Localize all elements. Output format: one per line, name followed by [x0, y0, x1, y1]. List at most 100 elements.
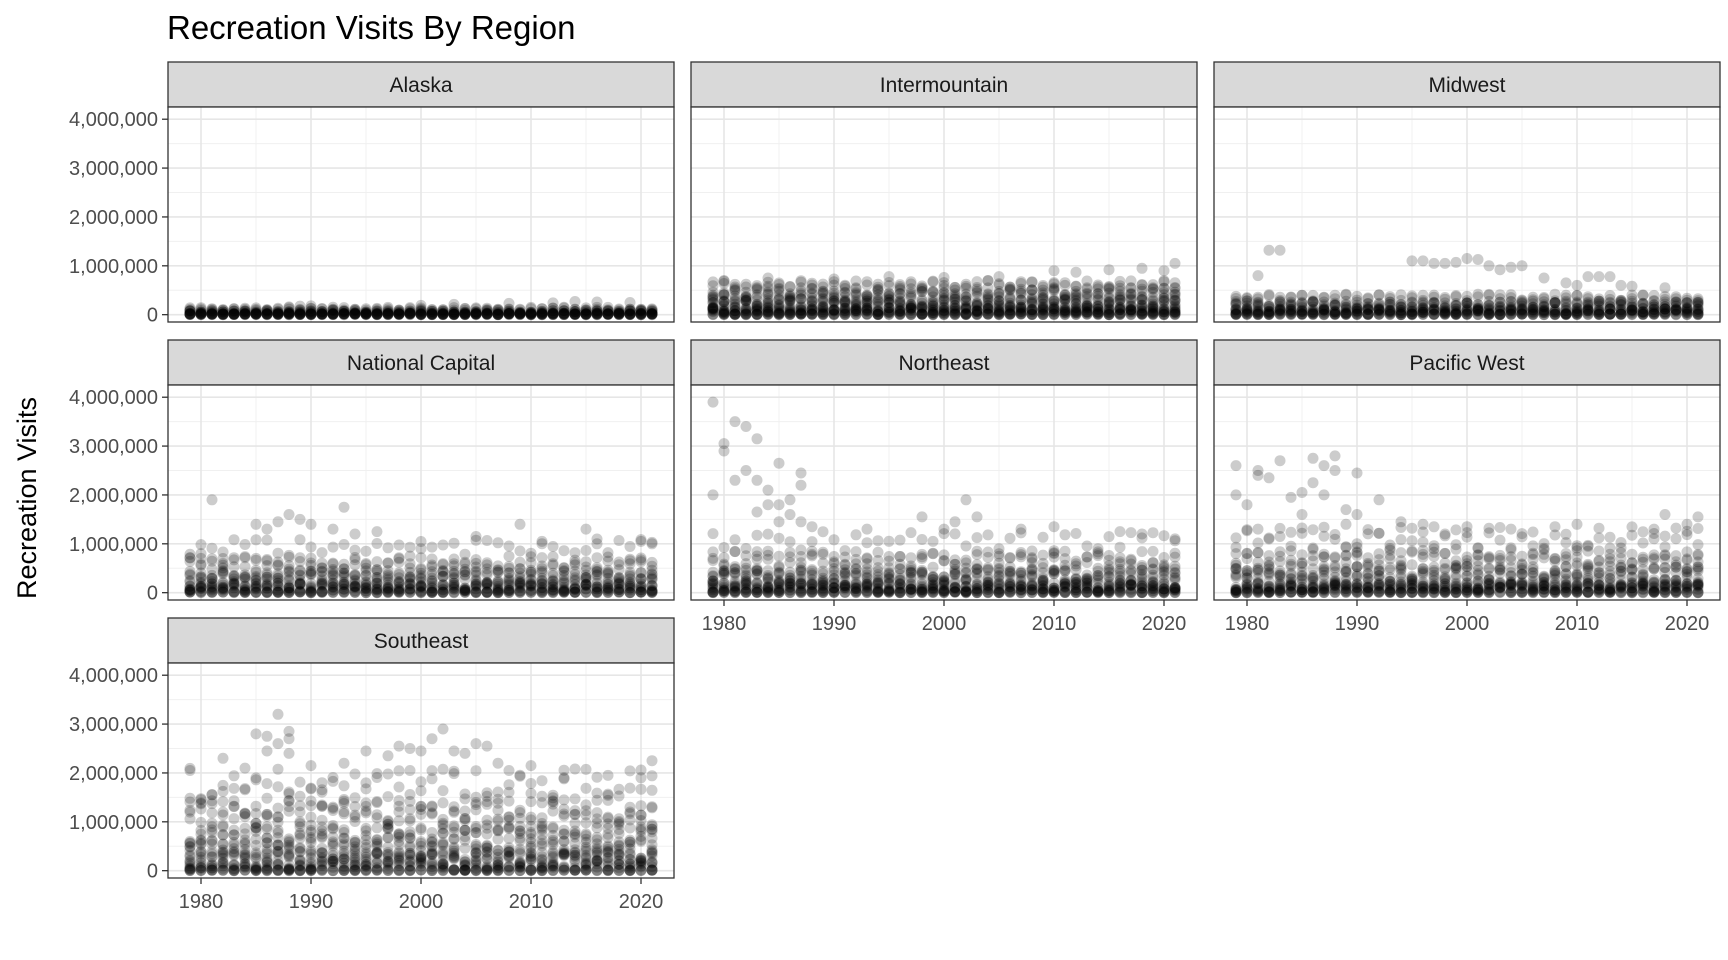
data-point [393, 304, 405, 316]
data-point [784, 494, 796, 506]
data-point [338, 309, 350, 321]
data-point [916, 566, 928, 578]
data-point [250, 308, 262, 320]
data-point [393, 306, 405, 318]
data-point [239, 539, 251, 550]
data-point [1241, 587, 1253, 599]
data-point [949, 528, 961, 540]
data-point [1582, 308, 1594, 320]
data-point [217, 309, 229, 321]
y-tick-label: 4,000,000 [69, 387, 158, 409]
data-point [1571, 290, 1583, 302]
data-point [250, 302, 262, 314]
data-point [261, 308, 273, 320]
data-point [580, 586, 592, 598]
data-point [861, 537, 873, 549]
data-point [305, 300, 317, 312]
data-point [250, 554, 262, 566]
data-point [382, 586, 394, 598]
data-point [426, 306, 438, 317]
data-point [195, 307, 207, 319]
data-point [261, 308, 273, 320]
data-point [624, 587, 636, 599]
data-point [1081, 275, 1093, 287]
data-point [883, 271, 895, 283]
data-point [850, 308, 862, 320]
data-point [393, 586, 405, 598]
data-point [1527, 308, 1539, 320]
data-point [762, 272, 774, 284]
data-point [184, 305, 196, 317]
data-point [316, 309, 328, 320]
data-point [580, 556, 592, 568]
data-point [382, 308, 394, 319]
data-point [883, 586, 895, 598]
data-point [1615, 279, 1627, 291]
data-point [1285, 526, 1297, 538]
data-point [382, 307, 394, 319]
data-point [426, 309, 438, 320]
data-point [272, 308, 284, 320]
data-point [1329, 529, 1341, 540]
data-point [404, 586, 416, 598]
data-point [806, 577, 818, 588]
data-point [927, 276, 939, 288]
data-point [1307, 587, 1319, 599]
data-point [1560, 308, 1572, 320]
data-point [1252, 537, 1264, 549]
data-point [338, 308, 350, 320]
data-point [382, 308, 394, 319]
data-point [415, 308, 427, 320]
data-point [839, 545, 851, 557]
data-point [448, 560, 460, 572]
data-point [503, 297, 515, 309]
data-point [415, 305, 427, 317]
data-point [624, 570, 636, 582]
data-point [1549, 288, 1561, 300]
data-point [184, 309, 196, 320]
data-point [536, 308, 548, 320]
data-point [839, 309, 851, 320]
data-point [795, 275, 807, 287]
data-point [795, 586, 807, 598]
data-point [718, 445, 730, 457]
data-point [283, 309, 295, 321]
data-point [1092, 281, 1104, 293]
data-point [404, 307, 416, 319]
data-point [283, 309, 295, 320]
data-point [1103, 587, 1115, 598]
data-point [360, 308, 372, 320]
data-point [1472, 309, 1484, 320]
data-point [960, 587, 972, 599]
data-point [360, 545, 372, 557]
data-point [1318, 573, 1330, 585]
data-point [1263, 533, 1275, 545]
data-point [729, 561, 741, 573]
data-point [1274, 244, 1286, 256]
data-point [371, 538, 383, 549]
data-point [1037, 309, 1049, 320]
data-point [283, 308, 295, 320]
data-point [613, 535, 625, 546]
data-point [327, 303, 339, 315]
data-point [558, 586, 570, 598]
data-point [393, 308, 405, 320]
data-point [1158, 573, 1170, 585]
data-point [905, 527, 917, 539]
data-point [707, 570, 719, 582]
data-point [927, 309, 939, 321]
data-point [1615, 294, 1627, 306]
data-point [239, 308, 251, 320]
data-point [437, 304, 449, 316]
data-point [1362, 528, 1374, 540]
data-point [938, 272, 950, 283]
data-point [1604, 293, 1616, 305]
data-point [839, 280, 851, 292]
data-point [613, 586, 625, 598]
data-point [751, 563, 763, 575]
data-point [591, 538, 603, 550]
data-point [960, 540, 972, 552]
data-point [206, 308, 218, 320]
data-point [459, 308, 471, 320]
